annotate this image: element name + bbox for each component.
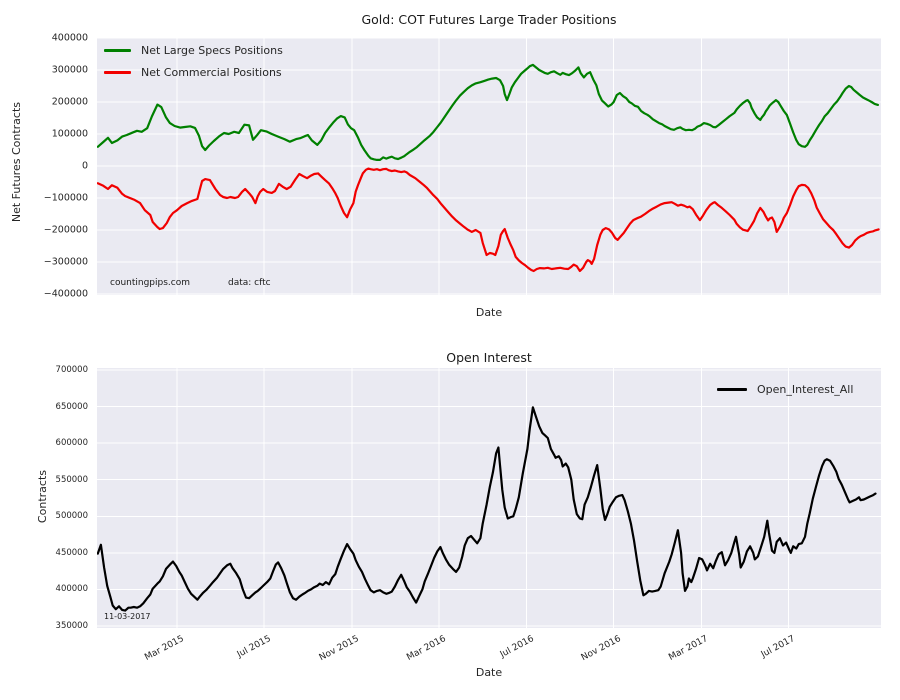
date-annotation: 11-03-2017: [104, 612, 151, 621]
x-tick-label: Jul 2016: [498, 634, 536, 661]
legend-label: Open_Interest_All: [757, 383, 854, 396]
plot-background: [97, 368, 881, 628]
commercials-line-swatch: [104, 71, 131, 74]
y-tick-label: 550000: [55, 474, 88, 485]
y-tick-label: 0: [81, 160, 88, 172]
open-interest-line-swatch: [717, 388, 747, 391]
y-tick-label: 350000: [55, 621, 88, 631]
x-tick-label: Jul 2017: [760, 634, 798, 661]
y-tick-label: 400000: [55, 584, 88, 595]
y-tick-label: 100000: [51, 128, 88, 140]
y-tick-label: 650000: [55, 401, 88, 412]
x-tick-label: Nov 2016: [579, 634, 623, 664]
legend-item-commercials: Net Commercial Positions: [104, 65, 283, 80]
top-chart-x-axis-label: Date: [475, 306, 503, 319]
top-chart-legend: Net Large Specs Positions Net Commercial…: [104, 43, 283, 80]
y-tick-label: −300000: [43, 256, 88, 268]
x-tick-label: Mar 2015: [143, 634, 186, 663]
watermark-note: countingpips.com: [110, 278, 191, 288]
top-chart-plot-area: [97, 38, 881, 295]
x-tick-label: Jul 2015: [235, 634, 273, 661]
y-tick-label: −400000: [43, 288, 88, 300]
bottom-chart-legend: Open_Interest_All: [717, 382, 853, 397]
net-commercial-positions-line: [97, 167, 880, 273]
y-tick-label: 200000: [51, 96, 88, 108]
y-tick-label: −200000: [43, 224, 88, 236]
net-large-specs-positions-line: [97, 63, 880, 162]
x-tick-label: Mar 2017: [667, 634, 711, 663]
legend-item-open-interest: Open_Interest_All: [717, 382, 853, 397]
y-tick-label: 700000: [55, 365, 88, 375]
legend-item-large-specs: Net Large Specs Positions: [104, 43, 283, 58]
bottom-chart-title: Open Interest: [446, 350, 532, 365]
open-interest-all-line: [97, 406, 877, 612]
data-source-note: data: cftc: [228, 278, 271, 288]
legend-label: Net Large Specs Positions: [141, 44, 283, 57]
top-chart-title: Gold: COT Futures Large Trader Positions: [361, 12, 617, 27]
y-tick-label: −100000: [43, 192, 88, 204]
legend-label: Net Commercial Positions: [141, 66, 282, 79]
y-tick-label: 500000: [55, 511, 88, 522]
bottom-chart-x-axis-label: Date: [475, 666, 503, 679]
y-tick-label: 300000: [51, 64, 88, 76]
bottom-chart-plot-area: [97, 368, 881, 628]
y-tick-label: 600000: [55, 438, 88, 449]
x-tick-label: Nov 2015: [317, 634, 361, 664]
y-tick-label: 400000: [51, 32, 88, 44]
y-tick-label: 450000: [55, 547, 88, 558]
large-specs-line-swatch: [104, 49, 131, 52]
x-tick-label: Mar 2016: [405, 634, 448, 663]
